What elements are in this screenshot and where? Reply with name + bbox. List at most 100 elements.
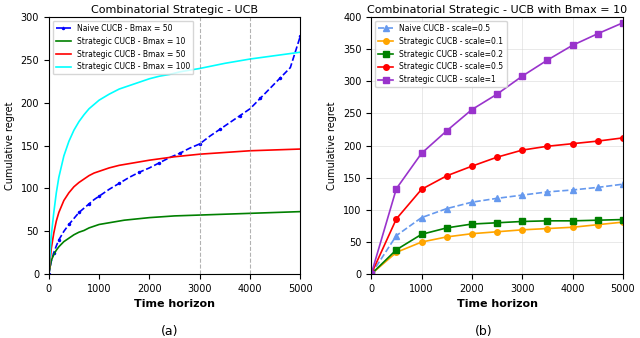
- Naive CUCB - Bmax = 50: [216, 127, 224, 131]
- Strategic CUCB - Bmax = 10: [45, 272, 52, 276]
- Strategic CUCB - Bmax = 50: [136, 160, 143, 164]
- Naive CUCB - Bmax = 50: [166, 155, 173, 160]
- Strategic CUCB - Bmax = 50: [52, 219, 60, 223]
- Strategic CUCB - Bmax = 100: [136, 80, 143, 84]
- Text: (b): (b): [474, 324, 492, 338]
- Strategic CUCB - scale=0.5: [468, 164, 476, 168]
- Naive CUCB - Bmax = 50: [236, 114, 244, 118]
- Y-axis label: Cumulative regret: Cumulative regret: [327, 101, 337, 190]
- Strategic CUCB - scale=0.5: [619, 136, 627, 140]
- Strategic CUCB - Bmax = 50: [125, 162, 133, 166]
- Strategic CUCB - Bmax = 50: [221, 150, 228, 154]
- Strategic CUCB - scale=0.1: [443, 235, 451, 239]
- Strategic CUCB - scale=0.2: [594, 218, 602, 222]
- Strategic CUCB - Bmax = 10: [246, 211, 254, 215]
- Naive CUCB - Bmax = 50: [226, 120, 234, 124]
- Line: Strategic CUCB - scale=0.5: Strategic CUCB - scale=0.5: [369, 135, 626, 277]
- Strategic CUCB - scale=0.5: [569, 142, 577, 146]
- Strategic CUCB - scale=0.5: [543, 144, 551, 148]
- Strategic CUCB - scale=1: [392, 187, 400, 191]
- Naive CUCB - Bmax = 50: [60, 229, 68, 233]
- Strategic CUCB - Bmax = 10: [50, 252, 58, 257]
- Strategic CUCB - scale=1: [443, 129, 451, 133]
- Naive CUCB - Bmax = 50: [125, 175, 133, 179]
- Naive CUCB - Bmax = 50: [266, 86, 274, 90]
- Strategic CUCB - Bmax = 100: [70, 128, 78, 132]
- Strategic CUCB - Bmax = 100: [221, 61, 228, 65]
- Naive CUCB - Bmax = 50: [156, 161, 163, 165]
- Strategic CUCB - scale=0.5: [493, 155, 501, 159]
- Strategic CUCB - Bmax = 100: [55, 175, 63, 179]
- Naive CUCB - Bmax = 50: [136, 170, 143, 174]
- Naive CUCB - Bmax = 50: [296, 34, 304, 38]
- Y-axis label: Cumulative regret: Cumulative regret: [5, 101, 15, 190]
- Strategic CUCB - scale=0.2: [569, 219, 577, 223]
- Naive CUCB - Bmax = 50: [186, 146, 193, 150]
- Strategic CUCB - Bmax = 10: [80, 228, 88, 233]
- Naive CUCB - scale=0.5: [493, 196, 501, 200]
- Strategic CUCB - Bmax = 100: [156, 74, 163, 78]
- Strategic CUCB - Bmax = 100: [125, 83, 133, 88]
- X-axis label: Time horizon: Time horizon: [456, 299, 538, 310]
- Strategic CUCB - Bmax = 50: [115, 163, 123, 167]
- Strategic CUCB - Bmax = 10: [221, 212, 228, 216]
- Strategic CUCB - scale=0.1: [619, 220, 627, 224]
- Strategic CUCB - Bmax = 10: [70, 233, 78, 237]
- Strategic CUCB - Bmax = 100: [80, 113, 88, 117]
- Naive CUCB - scale=0.5: [443, 207, 451, 211]
- Strategic CUCB - Bmax = 50: [60, 198, 68, 202]
- Naive CUCB - scale=0.5: [418, 216, 426, 220]
- Naive CUCB - Bmax = 50: [176, 151, 184, 155]
- Strategic CUCB - Bmax = 100: [166, 72, 173, 76]
- Strategic CUCB - scale=0.1: [493, 230, 501, 234]
- Naive CUCB - scale=0.5: [594, 185, 602, 189]
- Strategic CUCB - Bmax = 100: [65, 139, 73, 143]
- Strategic CUCB - scale=0.2: [493, 221, 501, 225]
- Strategic CUCB - scale=0.5: [518, 148, 526, 152]
- Strategic CUCB - scale=0.2: [468, 222, 476, 226]
- Strategic CUCB - Bmax = 10: [90, 224, 98, 228]
- Naive CUCB - scale=0.5: [543, 190, 551, 194]
- Strategic CUCB - scale=0.2: [443, 226, 451, 230]
- Strategic CUCB - Bmax = 10: [196, 213, 204, 217]
- Strategic CUCB - Bmax = 10: [171, 214, 179, 218]
- Strategic CUCB - scale=0.1: [518, 228, 526, 232]
- Naive CUCB - Bmax = 50: [50, 251, 58, 255]
- Line: Strategic CUCB - Bmax = 50: Strategic CUCB - Bmax = 50: [49, 149, 300, 274]
- Naive CUCB - Bmax = 50: [196, 142, 204, 146]
- Strategic CUCB - Bmax = 100: [85, 107, 93, 111]
- Naive CUCB - scale=0.5: [569, 188, 577, 192]
- Line: Naive CUCB - scale=0.5: Naive CUCB - scale=0.5: [369, 182, 626, 277]
- Strategic CUCB - Bmax = 100: [90, 102, 98, 106]
- Strategic CUCB - Bmax = 100: [145, 77, 153, 81]
- Strategic CUCB - scale=1: [518, 74, 526, 78]
- Strategic CUCB - Bmax = 50: [70, 185, 78, 189]
- Strategic CUCB - scale=1: [367, 272, 375, 276]
- Strategic CUCB - Bmax = 10: [55, 245, 63, 249]
- Naive CUCB - scale=0.5: [392, 234, 400, 238]
- Naive CUCB - scale=0.5: [518, 193, 526, 197]
- Line: Naive CUCB - Bmax = 50: Naive CUCB - Bmax = 50: [47, 34, 303, 276]
- Strategic CUCB - Bmax = 100: [95, 98, 103, 102]
- Strategic CUCB - Bmax = 10: [85, 226, 93, 230]
- Strategic CUCB - Bmax = 50: [296, 147, 304, 151]
- Strategic CUCB - Bmax = 100: [52, 191, 60, 195]
- Strategic CUCB - scale=1: [619, 21, 627, 25]
- Strategic CUCB - scale=0.5: [594, 139, 602, 143]
- X-axis label: Time horizon: Time horizon: [134, 299, 215, 310]
- Legend: Naive CUCB - scale=0.5, Strategic CUCB - scale=0.1, Strategic CUCB - scale=0.2, : Naive CUCB - scale=0.5, Strategic CUCB -…: [375, 21, 507, 87]
- Naive CUCB - Bmax = 50: [106, 187, 113, 191]
- Strategic CUCB - Bmax = 50: [75, 180, 83, 185]
- Strategic CUCB - scale=0.2: [619, 218, 627, 222]
- Strategic CUCB - scale=0.2: [543, 219, 551, 223]
- Strategic CUCB - Bmax = 100: [115, 87, 123, 91]
- Naive CUCB - Bmax = 50: [65, 222, 73, 226]
- Strategic CUCB - scale=0.2: [367, 272, 375, 276]
- Strategic CUCB - Bmax = 50: [106, 166, 113, 170]
- Strategic CUCB - scale=1: [543, 58, 551, 62]
- Line: Strategic CUCB - scale=0.1: Strategic CUCB - scale=0.1: [369, 219, 626, 277]
- Strategic CUCB - Bmax = 100: [60, 154, 68, 158]
- Naive CUCB - Bmax = 50: [287, 66, 294, 70]
- Strategic CUCB - Bmax = 10: [145, 216, 153, 220]
- Strategic CUCB - Bmax = 10: [75, 230, 83, 234]
